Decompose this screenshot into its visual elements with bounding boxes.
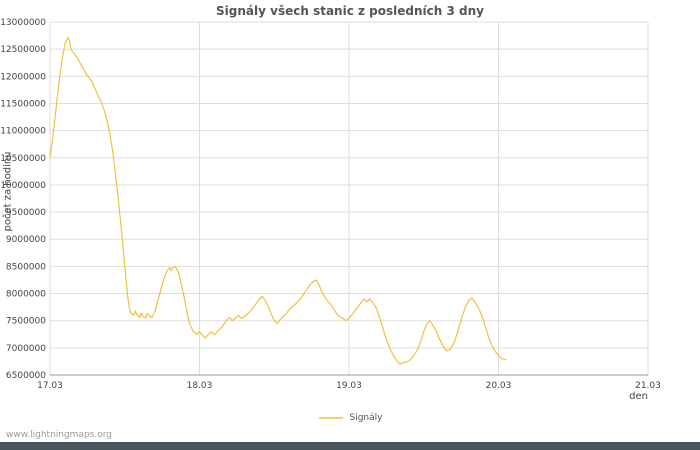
x-tick-label: 17.03 — [37, 381, 63, 391]
y-tick-label: 6500000 — [6, 371, 46, 381]
legend-line-icon — [318, 417, 343, 419]
y-tick-label: 8500000 — [6, 262, 46, 272]
legend: Signály — [0, 413, 700, 423]
footer-bar — [0, 442, 700, 450]
y-tick-label: 11000000 — [0, 127, 46, 137]
x-tick-label: 21.03 — [635, 381, 661, 391]
chart-canvas: 6500000 7000000 7500000 8000000 8500000 90000… — [0, 18, 661, 391]
y-axis-label: počet za hodinu — [2, 151, 14, 232]
y-tick-label: 13000000 — [0, 18, 46, 28]
signals-line — [49, 36, 507, 365]
x-tick-label: 20.03 — [486, 381, 512, 391]
x-tick-label: 19.03 — [336, 381, 362, 391]
x-axis-label: den — [629, 391, 648, 402]
chart-title: Signály všech stanic z posledních 3 dny — [216, 4, 484, 18]
y-tick-label: 8000000 — [6, 290, 46, 300]
y-tick-label: 7000000 — [6, 344, 46, 354]
y-tick-label: 7500000 — [6, 317, 46, 327]
y-tick-label: 12500000 — [0, 45, 46, 55]
x-tick-label: 18.03 — [187, 381, 213, 391]
y-tick-label: 9000000 — [6, 235, 46, 245]
y-tick-label: 12000000 — [0, 72, 46, 82]
watermark: www.lightningmaps.org — [6, 430, 112, 440]
y-tick-label: 10000000 — [0, 181, 46, 191]
y-tick-label: 11500000 — [0, 99, 46, 109]
y-tick-label: 9500000 — [6, 208, 46, 218]
y-tick-label: 10500000 — [0, 154, 46, 164]
legend-label: Signály — [349, 413, 383, 423]
